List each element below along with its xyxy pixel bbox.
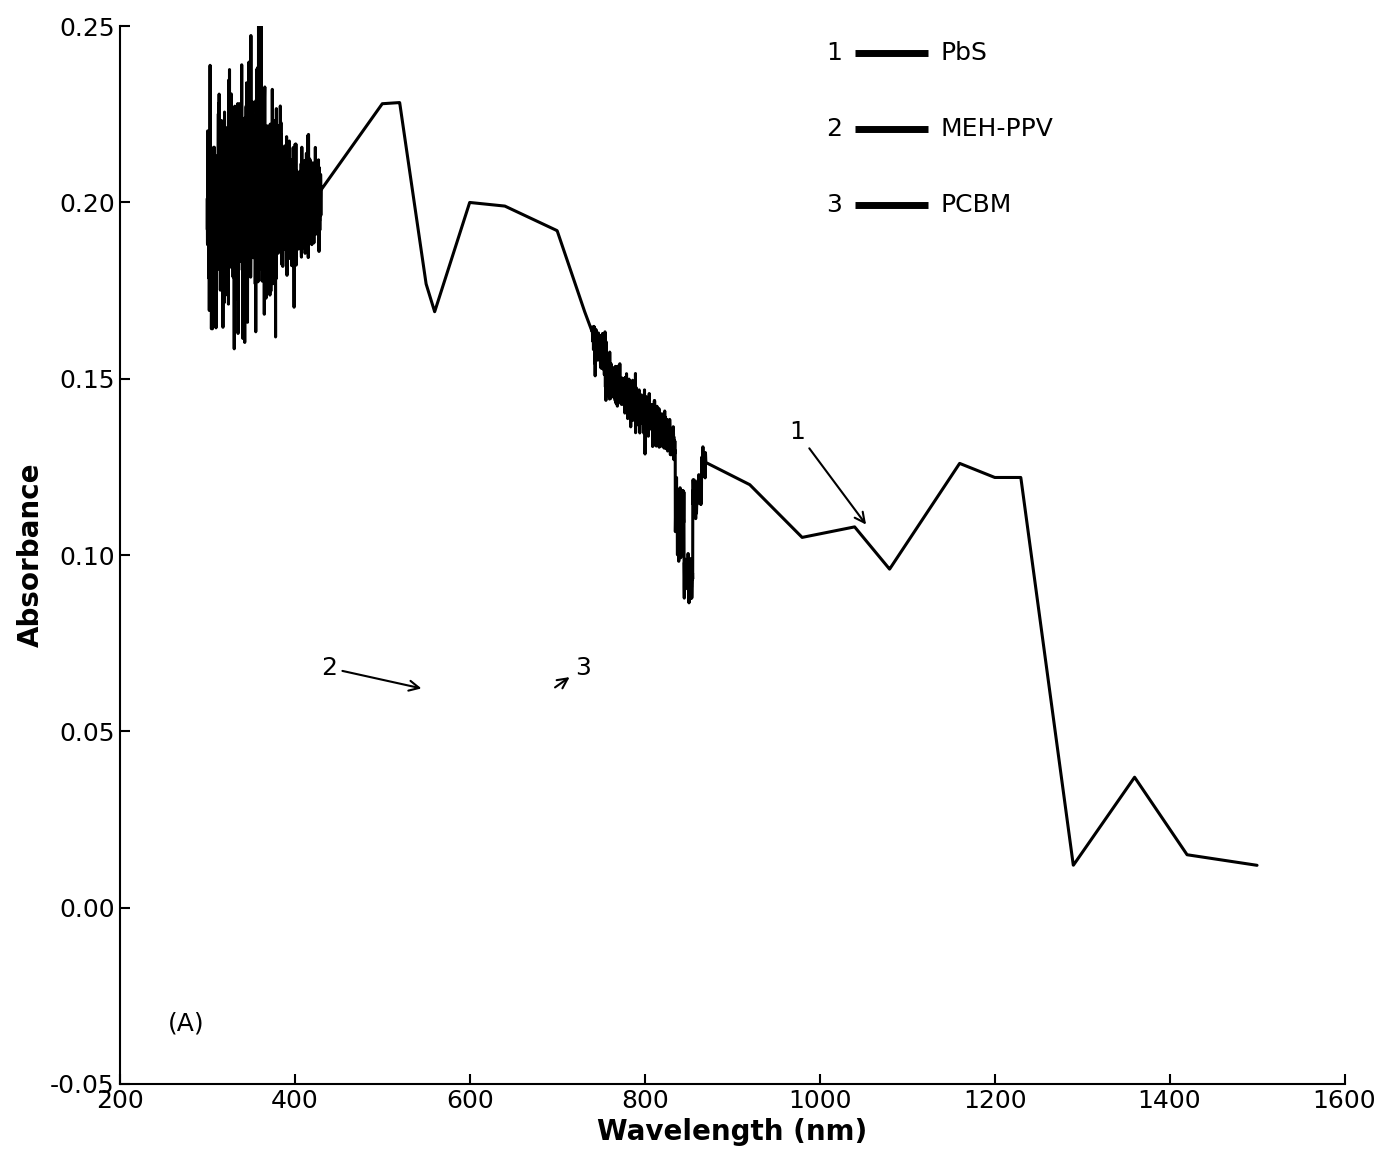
X-axis label: Wavelength (nm): Wavelength (nm) <box>598 1119 868 1147</box>
Text: 3: 3 <box>826 193 843 217</box>
Text: 1: 1 <box>788 420 865 522</box>
Text: 3: 3 <box>554 656 591 688</box>
Text: PbS: PbS <box>940 41 988 65</box>
Text: PCBM: PCBM <box>940 193 1011 217</box>
Text: (A): (A) <box>167 1012 205 1036</box>
Text: 2: 2 <box>826 116 843 141</box>
Text: MEH-PPV: MEH-PPV <box>940 116 1053 141</box>
Text: 1: 1 <box>826 41 843 65</box>
Y-axis label: Absorbance: Absorbance <box>17 463 45 648</box>
Text: 2: 2 <box>320 656 419 691</box>
